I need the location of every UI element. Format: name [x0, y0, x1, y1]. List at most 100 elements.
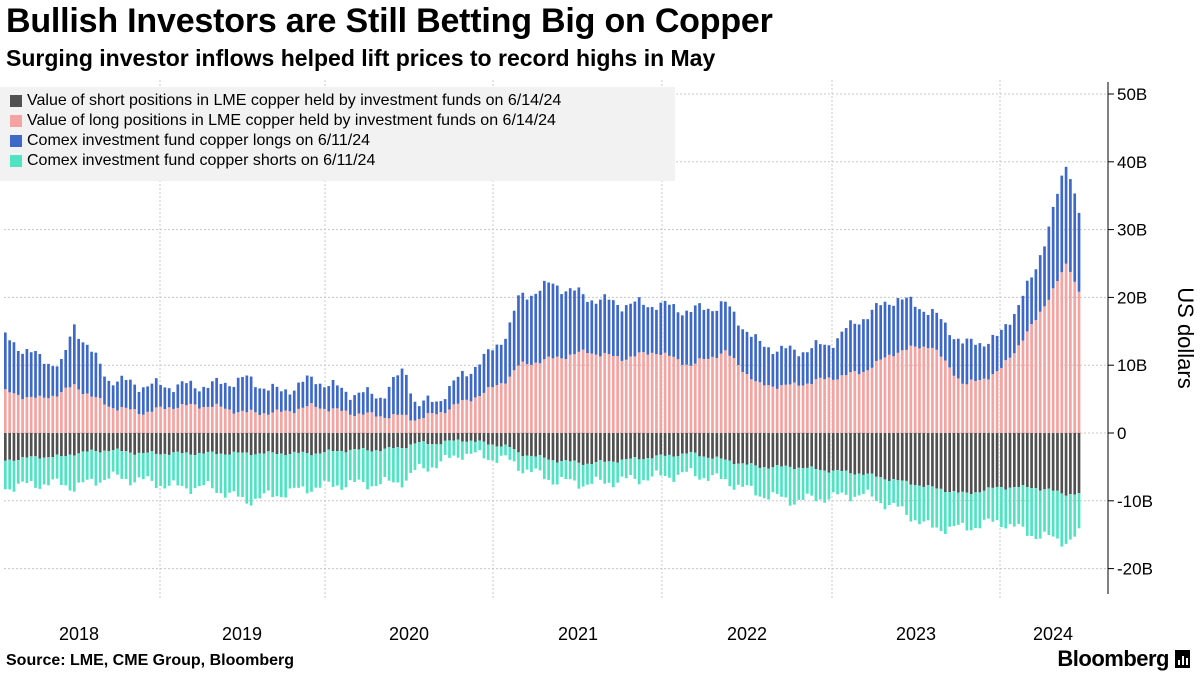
bar-lme-short	[323, 433, 326, 453]
bar-lme-short	[844, 433, 848, 471]
bar-lme-long	[292, 413, 296, 433]
bar-lme-long	[586, 352, 589, 433]
bar-comex-long	[318, 383, 322, 409]
bar-comex-long	[271, 383, 275, 413]
bar-lme-long	[836, 379, 839, 433]
bar-lme-short	[823, 433, 826, 471]
bar-comex-short	[1038, 490, 1042, 539]
bar-comex-short	[844, 470, 848, 495]
bar-lme-long	[344, 410, 348, 433]
bar-lme-short	[672, 433, 676, 457]
bar-comex-short	[788, 466, 792, 506]
bar-lme-short	[8, 433, 11, 460]
bar-lme-short	[762, 433, 766, 468]
bar-comex-long	[922, 311, 926, 347]
bar-lme-short	[599, 433, 602, 461]
bar-lme-long	[64, 387, 68, 433]
bar-comex-long	[758, 340, 762, 383]
bar-comex-long	[1073, 193, 1077, 282]
bar-lme-long	[1047, 299, 1051, 433]
bar-lme-long	[392, 414, 395, 433]
bar-lme-long	[974, 381, 977, 433]
bar-comex-short	[646, 458, 650, 481]
bar-comex-long	[616, 305, 619, 357]
bar-lme-short	[676, 433, 680, 457]
bar-lme-long	[1038, 311, 1042, 433]
legend-label-comex-long: Comex investment fund copper longs on 6/…	[27, 132, 371, 149]
bar-lme-long	[38, 395, 42, 433]
bar-comex-long	[508, 322, 512, 377]
bar-comex-short	[495, 446, 499, 463]
bar-comex-long	[29, 352, 33, 397]
bar-comex-short	[991, 487, 995, 522]
bar-comex-short	[568, 461, 572, 480]
bar-lme-short	[659, 433, 663, 455]
bar-lme-long	[879, 359, 883, 433]
bar-lme-long	[892, 356, 895, 433]
x-tick-label: 2022	[727, 624, 767, 644]
bar-lme-short	[461, 433, 464, 442]
bar-lme-long	[793, 382, 796, 433]
bar-lme-short	[245, 433, 249, 453]
bar-lme-long	[1060, 272, 1064, 433]
bar-comex-long	[305, 375, 309, 407]
bar-comex-long	[866, 319, 870, 371]
bar-lme-short	[758, 433, 762, 468]
bar-comex-short	[478, 440, 481, 451]
bar-comex-short	[853, 474, 857, 497]
bar-comex-long	[633, 301, 637, 357]
bar-lme-short	[663, 433, 667, 456]
bar-comex-short	[185, 452, 188, 489]
bar-comex-long	[767, 347, 770, 386]
bar-comex-long	[1021, 295, 1025, 341]
bar-comex-short	[538, 455, 542, 471]
y-tick-label: 50B	[1117, 85, 1147, 104]
bar-lme-long	[495, 385, 499, 433]
bar-comex-long	[68, 336, 72, 388]
bar-comex-long	[900, 299, 904, 351]
bar-comex-long	[72, 324, 76, 385]
bar-lme-short	[167, 433, 171, 455]
bar-comex-long	[353, 395, 356, 417]
bar-lme-long	[202, 407, 206, 433]
bar-lme-long	[443, 413, 447, 433]
bar-comex-short	[1043, 489, 1046, 532]
bar-comex-long	[163, 387, 167, 410]
bar-lme-short	[1013, 433, 1016, 488]
bar-lme-short	[4, 433, 7, 461]
bar-comex-short	[129, 452, 132, 486]
bar-comex-long	[961, 343, 964, 384]
legend-label-lme-short: Value of short positions in LME copper h…	[27, 92, 562, 109]
bar-lme-short	[900, 433, 904, 481]
bar-lme-long	[620, 360, 624, 433]
bar-comex-long	[254, 387, 257, 413]
bar-lme-long	[780, 385, 783, 433]
bar-lme-short	[176, 433, 180, 452]
bar-comex-short	[474, 441, 477, 453]
bar-lme-long	[254, 412, 257, 433]
bar-comex-long	[844, 328, 848, 376]
bar-lme-long	[754, 381, 757, 433]
bar-comex-long	[724, 301, 727, 351]
bar-comex-short	[284, 455, 287, 498]
bar-comex-long	[288, 394, 292, 412]
bar-lme-short	[292, 433, 296, 452]
bar-comex-long	[737, 325, 740, 366]
bar-lme-long	[689, 365, 693, 433]
bar-lme-short	[728, 433, 732, 461]
bar-lme-long	[607, 354, 611, 433]
bar-lme-short	[655, 433, 658, 456]
bar-comex-short	[793, 469, 796, 505]
bar-lme-short	[1069, 433, 1072, 495]
bar-comex-long	[620, 311, 624, 361]
bar-comex-long	[228, 386, 231, 410]
bar-lme-long	[534, 362, 538, 433]
bar-comex-short	[719, 458, 723, 479]
bar-lme-long	[775, 388, 779, 433]
bar-lme-short	[482, 433, 486, 442]
bar-comex-long	[629, 303, 632, 357]
bar-lme-long	[706, 358, 710, 433]
bar-lme-short	[1008, 433, 1012, 488]
bar-lme-short	[366, 433, 369, 451]
bar-comex-short	[461, 441, 464, 460]
